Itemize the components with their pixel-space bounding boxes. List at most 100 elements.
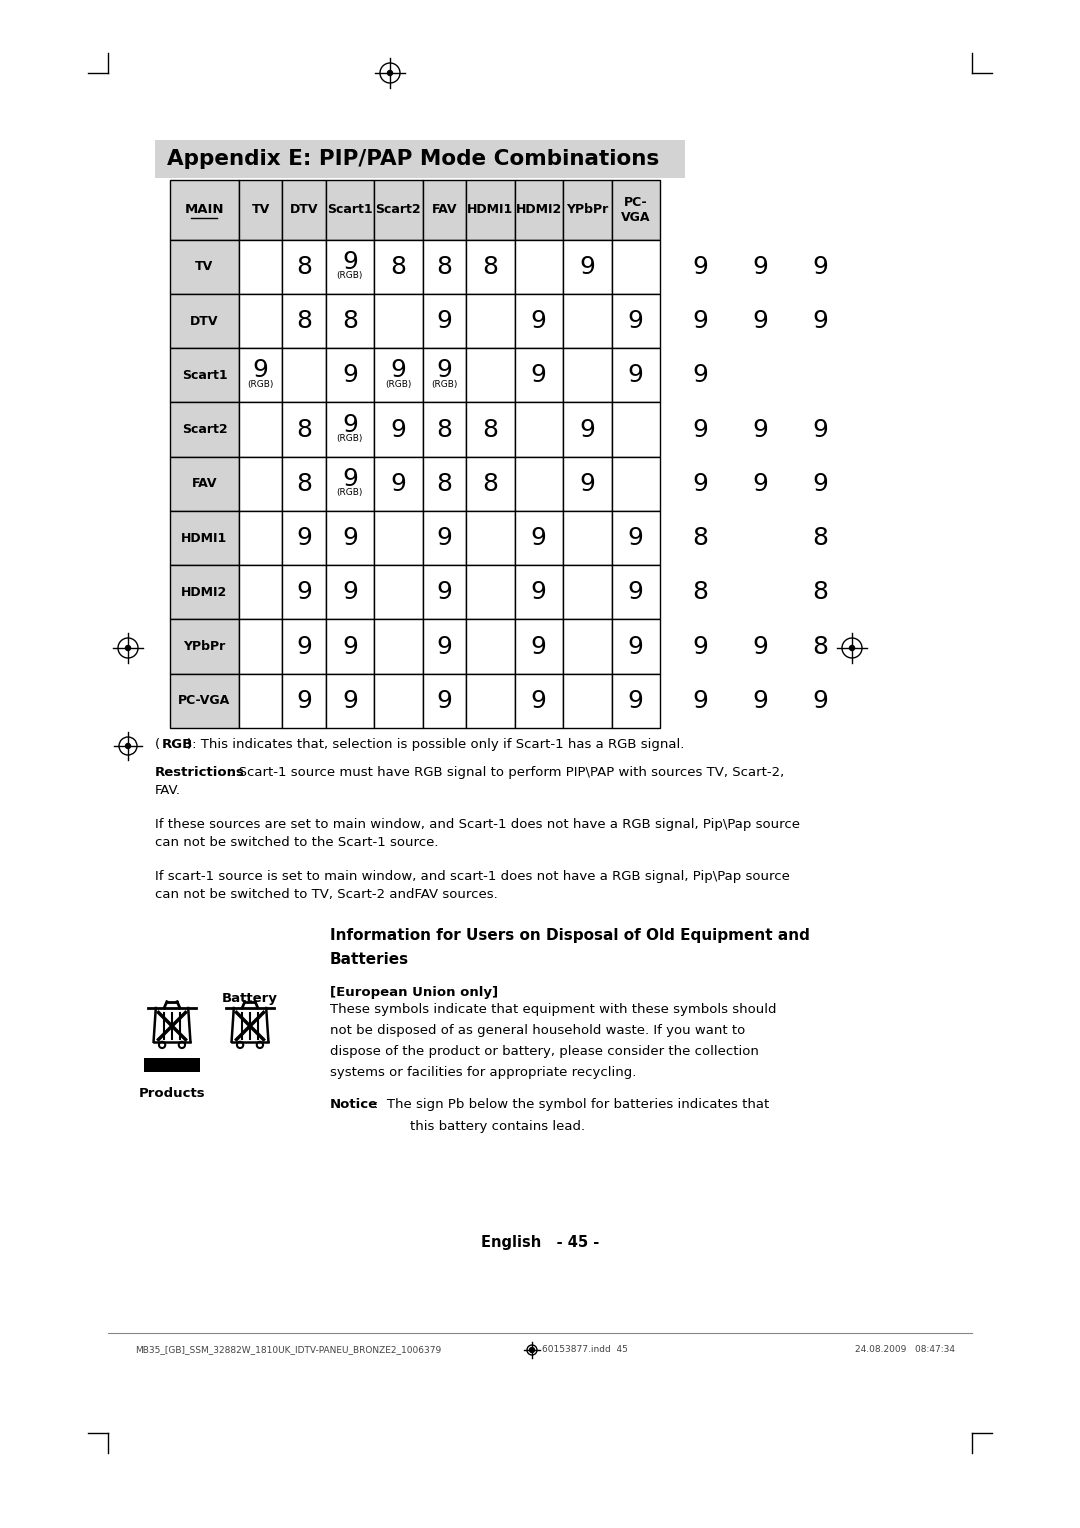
Text: 8: 8 bbox=[692, 581, 708, 605]
Bar bbox=[170, 510, 239, 565]
Bar bbox=[514, 240, 563, 293]
Bar bbox=[170, 565, 239, 619]
Bar bbox=[282, 240, 326, 293]
Text: 9: 9 bbox=[436, 634, 453, 659]
Text: TV: TV bbox=[252, 203, 270, 217]
Bar bbox=[282, 348, 326, 402]
Text: can not be switched to TV, Scart-2 andFAV sources.: can not be switched to TV, Scart-2 andFA… bbox=[156, 888, 498, 902]
Bar bbox=[239, 619, 282, 674]
Bar bbox=[282, 402, 326, 457]
Bar bbox=[282, 619, 326, 674]
Bar bbox=[422, 180, 467, 240]
Bar bbox=[374, 457, 422, 510]
Text: 9: 9 bbox=[296, 634, 312, 659]
Bar bbox=[467, 402, 514, 457]
Text: 9: 9 bbox=[342, 634, 357, 659]
Text: 9: 9 bbox=[531, 309, 546, 333]
Bar bbox=[374, 510, 422, 565]
Text: 9: 9 bbox=[752, 634, 768, 659]
Bar bbox=[282, 180, 326, 240]
Text: 9: 9 bbox=[627, 309, 644, 333]
Bar bbox=[326, 348, 374, 402]
Text: 9: 9 bbox=[752, 689, 768, 714]
Text: 9: 9 bbox=[296, 689, 312, 714]
Bar bbox=[611, 293, 660, 348]
Text: 9: 9 bbox=[342, 689, 357, 714]
Text: Appendix E: PIP/PAP Mode Combinations: Appendix E: PIP/PAP Mode Combinations bbox=[167, 150, 659, 170]
Text: 8: 8 bbox=[436, 472, 453, 497]
Bar bbox=[374, 348, 422, 402]
Text: 9: 9 bbox=[752, 417, 768, 442]
Text: 9: 9 bbox=[436, 581, 453, 605]
Text: 9: 9 bbox=[391, 359, 406, 382]
Bar bbox=[374, 293, 422, 348]
Text: 9: 9 bbox=[436, 309, 453, 333]
Bar bbox=[467, 565, 514, 619]
Text: 9: 9 bbox=[253, 359, 269, 382]
Circle shape bbox=[125, 744, 131, 749]
Bar bbox=[374, 565, 422, 619]
Text: PC-VGA: PC-VGA bbox=[178, 694, 230, 707]
Text: (RGB): (RGB) bbox=[386, 380, 411, 388]
Text: 9: 9 bbox=[342, 468, 357, 490]
Text: 9: 9 bbox=[692, 417, 707, 442]
Text: 9: 9 bbox=[627, 689, 644, 714]
Bar bbox=[514, 510, 563, 565]
Bar bbox=[514, 674, 563, 727]
Circle shape bbox=[125, 645, 131, 651]
Text: 9: 9 bbox=[812, 472, 828, 497]
Text: 9: 9 bbox=[436, 689, 453, 714]
Text: TV: TV bbox=[195, 260, 214, 274]
Bar bbox=[422, 240, 467, 293]
Bar bbox=[611, 457, 660, 510]
Bar bbox=[170, 240, 239, 293]
Bar bbox=[170, 674, 239, 727]
Bar bbox=[422, 402, 467, 457]
Bar bbox=[514, 457, 563, 510]
Bar bbox=[422, 293, 467, 348]
Text: 9: 9 bbox=[692, 689, 707, 714]
Text: These symbols indicate that equipment with these symbols should: These symbols indicate that equipment wi… bbox=[330, 1002, 777, 1016]
Bar bbox=[611, 565, 660, 619]
Text: 9: 9 bbox=[342, 581, 357, 605]
Text: 9: 9 bbox=[579, 417, 595, 442]
Bar bbox=[170, 180, 239, 240]
Text: If these sources are set to main window, and Scart-1 does not have a RGB signal,: If these sources are set to main window,… bbox=[156, 817, 800, 831]
Text: 9: 9 bbox=[342, 249, 357, 274]
Bar bbox=[326, 180, 374, 240]
Bar bbox=[563, 565, 611, 619]
Bar bbox=[326, 457, 374, 510]
Bar bbox=[239, 674, 282, 727]
Text: :  The sign Pb below the symbol for batteries indicates that: : The sign Pb below the symbol for batte… bbox=[374, 1099, 769, 1111]
Text: 8: 8 bbox=[812, 581, 828, 605]
Text: 8: 8 bbox=[436, 417, 453, 442]
Text: (RGB): (RGB) bbox=[247, 380, 274, 388]
Text: 9: 9 bbox=[812, 255, 828, 278]
Bar bbox=[326, 674, 374, 727]
Bar bbox=[563, 674, 611, 727]
Text: Scart2: Scart2 bbox=[376, 203, 421, 217]
Bar bbox=[170, 402, 239, 457]
Text: 8: 8 bbox=[296, 255, 312, 278]
Text: 9: 9 bbox=[627, 526, 644, 550]
Text: 8: 8 bbox=[296, 417, 312, 442]
Text: [European Union only]: [European Union only] bbox=[330, 986, 498, 999]
Bar bbox=[374, 180, 422, 240]
Bar bbox=[611, 619, 660, 674]
Bar bbox=[282, 293, 326, 348]
Bar bbox=[282, 510, 326, 565]
Bar bbox=[170, 619, 239, 674]
Bar bbox=[170, 293, 239, 348]
Bar bbox=[239, 348, 282, 402]
Bar bbox=[326, 240, 374, 293]
Bar bbox=[282, 565, 326, 619]
Bar bbox=[326, 402, 374, 457]
Text: systems or facilities for appropriate recycling.: systems or facilities for appropriate re… bbox=[330, 1067, 636, 1079]
Bar bbox=[422, 457, 467, 510]
Bar bbox=[514, 348, 563, 402]
Text: 9: 9 bbox=[436, 526, 453, 550]
Text: 8: 8 bbox=[296, 472, 312, 497]
Text: FAV: FAV bbox=[432, 203, 457, 217]
Text: 24.08.2009   08:47:34: 24.08.2009 08:47:34 bbox=[855, 1346, 955, 1354]
Text: MAIN: MAIN bbox=[185, 203, 225, 217]
